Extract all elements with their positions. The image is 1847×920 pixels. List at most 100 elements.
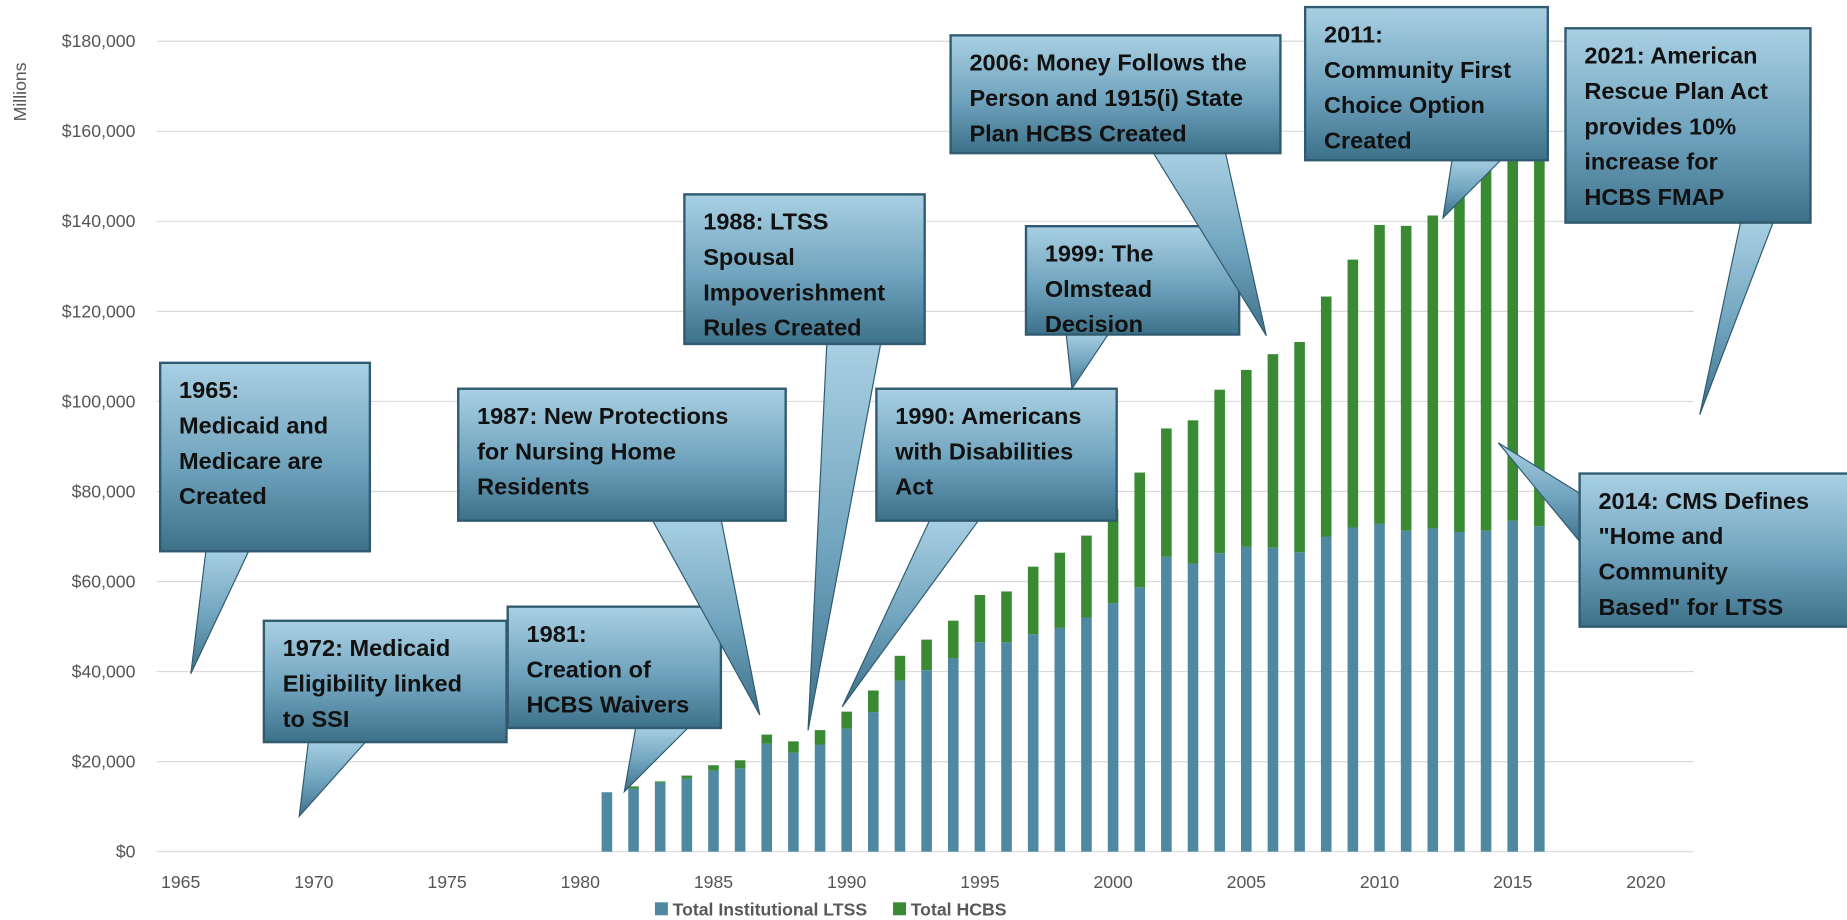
bar-segment (1480, 530, 1492, 852)
callout-text: Act (895, 474, 933, 500)
y-tick-label: $40,000 (72, 661, 136, 681)
y-tick-label: $100,000 (62, 391, 136, 411)
bar-segment (1320, 296, 1332, 537)
callout-box (262, 619, 508, 744)
callout-text: Community First (1324, 57, 1511, 83)
bar-segment (1480, 161, 1492, 531)
bar-segment (708, 770, 719, 852)
callout: 1999: The Olmstead Decision (1024, 225, 1241, 391)
callout-tail (1065, 331, 1111, 391)
bar-segment (1107, 509, 1119, 604)
callout-box (506, 605, 723, 730)
callout-text: for Nursing Home (477, 438, 676, 464)
bar-segment (1454, 185, 1465, 532)
bar-segment (1427, 528, 1439, 852)
y-tick-label: $180,000 (62, 31, 136, 51)
callout: 2021: American Rescue Plan Act provides 10… (1564, 27, 1812, 415)
bar-segment (1267, 547, 1279, 852)
callout-text: Rescue Plan Act (1584, 78, 1768, 104)
x-tick-label: 1965 (161, 872, 200, 892)
y-tick-label: $20,000 (72, 752, 136, 772)
callout-text: Based" for LTSS (1598, 594, 1783, 620)
x-tick-label: 2015 (1493, 872, 1532, 892)
callout-text: Medicare are (179, 448, 323, 474)
callout-tail (298, 739, 369, 819)
callout-text: Created (179, 483, 267, 509)
callout-box (949, 34, 1282, 155)
callout-box (1303, 5, 1549, 162)
bar-segment (1294, 552, 1305, 852)
callout-text: Residents (477, 474, 590, 500)
callout: 2014: CMS Defines "Home and Community Based… (1497, 442, 1847, 628)
bar-segment (1161, 556, 1172, 852)
callout-box (159, 361, 372, 553)
bar-segment (1001, 591, 1012, 643)
callout: 1987: New Protections for Nursing Home Res… (457, 387, 787, 716)
callout-text: Eligibility linked (283, 670, 462, 696)
bar-segment (868, 712, 879, 852)
bar-segment (761, 743, 773, 852)
callout-text: Spousal (703, 244, 795, 270)
callout: 1972: Medicaid Eligibility linked to SSI (262, 619, 508, 819)
bar-segment (894, 655, 906, 681)
bar-segment (1214, 389, 1225, 554)
callout-text: 2021: American (1584, 43, 1757, 69)
callout-text: Impoverishment (703, 279, 885, 305)
callout-box (1024, 225, 1241, 336)
callout-text: Created (1324, 127, 1412, 153)
callout-text: 1987: New Protections (477, 403, 728, 429)
callout-text: Person and 1915(i) State (969, 85, 1243, 111)
callout-text: 1999: The (1045, 241, 1154, 267)
bar-segment (1187, 420, 1199, 564)
x-tick-label: 1975 (427, 872, 466, 892)
bar-segment (1454, 531, 1465, 852)
x-tick-label: 1980 (561, 872, 600, 892)
bar-segment (628, 786, 639, 789)
bar-segment (1027, 634, 1039, 852)
callout-text: HCBS Waivers (527, 692, 690, 718)
bar-segment (761, 734, 773, 744)
callout: 1981: Creation of HCBS Waivers (506, 605, 723, 794)
bar-segment (1400, 530, 1412, 852)
x-tick-label: 2010 (1360, 872, 1399, 892)
callout-text: 2006: Money Follows the (969, 50, 1246, 76)
bar-segment (1427, 215, 1439, 529)
callout-text: "Home and (1598, 523, 1723, 549)
x-tick-label: 1985 (694, 872, 733, 892)
callout-text: Decision (1045, 311, 1143, 337)
bar-segment (681, 775, 693, 779)
callout-text: 1972: Medicaid (283, 635, 451, 661)
bar-segment (681, 778, 693, 852)
y-tick-label: $120,000 (62, 301, 136, 321)
bar-segment (654, 782, 666, 852)
callout-text: 2014: CMS Defines (1598, 488, 1809, 514)
callout-box (1564, 27, 1812, 224)
bar-segment (1374, 224, 1385, 524)
bar-segment (947, 658, 959, 852)
bar-segment (628, 788, 639, 852)
bar-segment (841, 728, 852, 852)
bar-segment (1027, 566, 1039, 635)
callout-box (875, 387, 1118, 522)
bar-segment (1107, 603, 1119, 852)
bar-segment (974, 642, 986, 852)
bar-segment (1214, 553, 1225, 852)
bar-segment (1507, 520, 1519, 852)
callout-text: 1988: LTSS (703, 209, 828, 235)
bar-segment (788, 741, 799, 753)
bar-segment (1267, 354, 1279, 548)
bar-segment (1187, 563, 1199, 852)
callout: 1990: Americans with Disabilities Act (841, 387, 1118, 708)
bar-segment (1161, 428, 1172, 557)
callout-text: Olmstead (1045, 276, 1152, 302)
bar-segment (921, 670, 932, 852)
bar-segment (894, 680, 906, 852)
y-tick-label: $160,000 (62, 121, 136, 141)
callout-text: Community (1598, 559, 1728, 585)
bar-segment (1507, 129, 1519, 521)
x-tick-label: 1970 (294, 872, 333, 892)
bar-segment (788, 752, 799, 852)
bar-segment (1054, 627, 1066, 852)
bar-segment (734, 768, 746, 852)
